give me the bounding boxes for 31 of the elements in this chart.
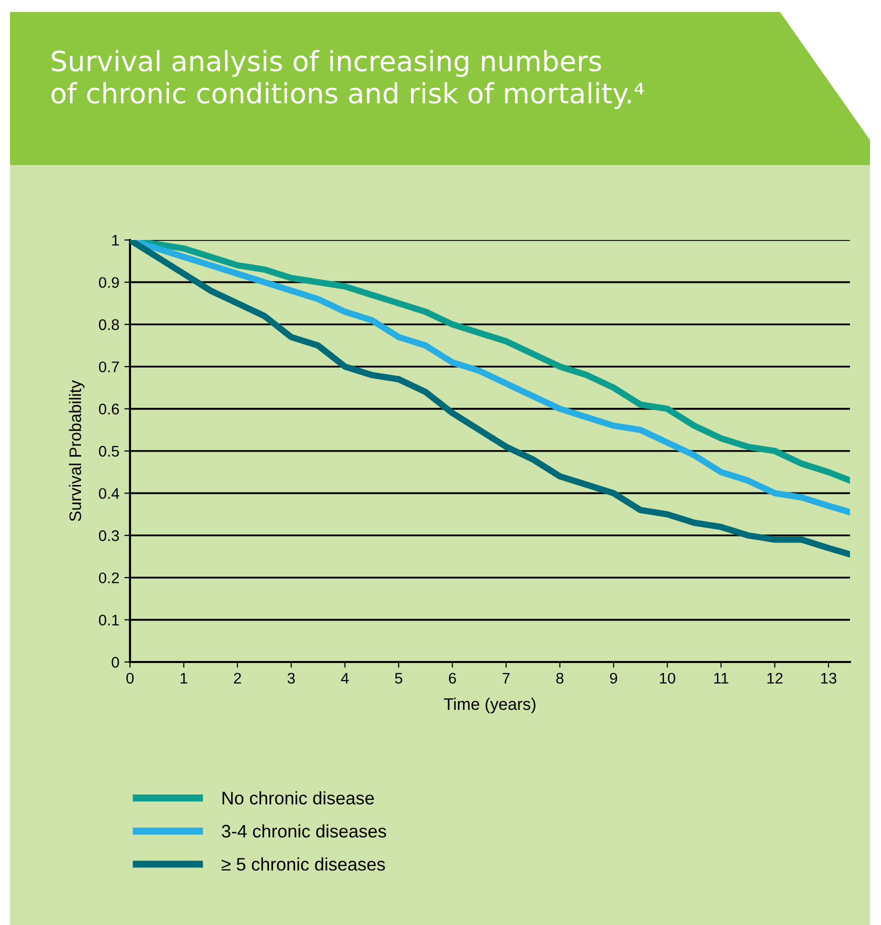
x-tick-label: 5 <box>395 672 402 684</box>
x-tick-label: 13 <box>821 672 836 684</box>
y-tick-label: 1 <box>112 235 119 246</box>
x-axis-title: Time (years) <box>444 698 536 714</box>
y-axis-title: Survival Probability <box>68 380 84 522</box>
y-tick-label: 0.9 <box>98 277 119 288</box>
y-tick-label: 0.4 <box>98 488 120 499</box>
y-tick-label: 0.5 <box>98 446 119 457</box>
y-tick-label: 0.6 <box>98 404 119 414</box>
x-tick-label: 6 <box>448 672 456 684</box>
chart-title: Survival analysis of increasing numbers of chronic conditions and risk of mortality.⁴ <box>52 50 644 110</box>
x-tick-label: 2 <box>234 672 241 684</box>
legend-label: 3-4 chronic diseases <box>222 824 386 838</box>
y-tick-label: 0.2 <box>98 572 119 584</box>
legend-label: No chronic disease <box>222 791 374 805</box>
y-tick-label: 0.7 <box>98 361 119 372</box>
y-tick-label: 0 <box>112 656 119 668</box>
x-tick-label: 8 <box>556 672 564 684</box>
legend-label: ≥ 5 chronic diseases <box>222 857 385 871</box>
x-tick-label: 1 <box>180 672 188 684</box>
x-tick-label: 0 <box>126 672 134 684</box>
x-tick-label: 10 <box>660 672 676 684</box>
x-tick-label: 3 <box>288 672 295 684</box>
x-tick-label: 9 <box>610 672 618 684</box>
x-tick-label: 11 <box>714 672 728 684</box>
y-tick-label: 0.1 <box>98 614 119 626</box>
y-tick-label: 0.8 <box>98 319 119 330</box>
x-tick-label: 12 <box>767 672 783 684</box>
x-tick-label: 7 <box>502 672 510 684</box>
y-tick-label: 0.3 <box>98 530 119 542</box>
x-tick-label: 4 <box>341 672 349 684</box>
